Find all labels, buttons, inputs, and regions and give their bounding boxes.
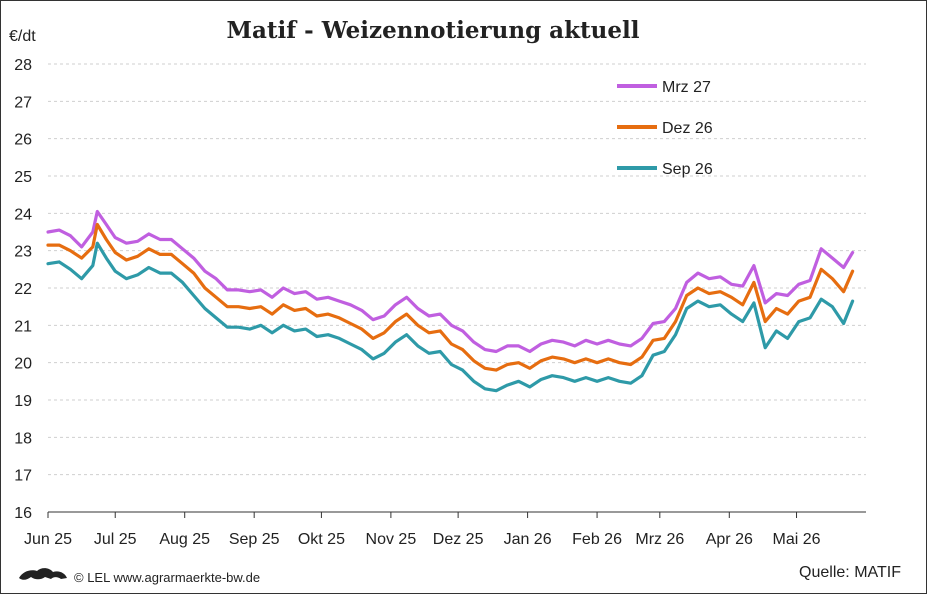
y-tick-label: 16 xyxy=(14,505,32,522)
y-tick-label: 19 xyxy=(14,393,32,410)
x-tick-label: Apr 26 xyxy=(706,531,753,548)
y-axis-ticks: 16 17 18 19 20 21 22 23 24 25 26 27 28 xyxy=(14,57,32,522)
y-unit-label: €/dt xyxy=(9,28,36,45)
y-tick-label: 21 xyxy=(14,318,32,335)
y-tick-label: 20 xyxy=(14,356,32,373)
source-label: Quelle: MATIF xyxy=(799,564,901,581)
y-tick-label: 26 xyxy=(14,132,32,149)
x-tick-label: Jan 26 xyxy=(504,531,552,548)
series-lines xyxy=(46,209,855,393)
x-tick-label: Nov 25 xyxy=(366,531,417,548)
series-line-1 xyxy=(46,222,855,372)
series-line-0 xyxy=(46,209,855,354)
series-line-2 xyxy=(46,241,855,393)
footer-credit: © LEL www.agrarmaerkte-bw.de xyxy=(74,570,260,585)
y-tick-label: 28 xyxy=(14,57,32,74)
logo-lion-icon xyxy=(19,568,67,580)
legend-label: Sep 26 xyxy=(662,161,713,178)
y-tick-label: 22 xyxy=(14,281,32,298)
x-tick-label: Jul 25 xyxy=(94,531,137,548)
x-tick-label: Mai 26 xyxy=(773,531,821,548)
legend: Mrz 27 Dez 26 Sep 26 xyxy=(617,79,713,178)
chart-title: Matif - Weizennotierung aktuell xyxy=(227,17,640,44)
y-tick-label: 24 xyxy=(14,206,32,223)
y-tick-label: 27 xyxy=(14,94,32,111)
y-tick-label: 23 xyxy=(14,244,32,261)
y-tick-label: 18 xyxy=(14,430,32,447)
x-tick-label: Aug 25 xyxy=(159,531,210,548)
grid-lines xyxy=(48,63,866,476)
legend-label: Dez 26 xyxy=(662,120,713,137)
legend-label: Mrz 27 xyxy=(662,79,711,96)
x-tick-label: Sep 25 xyxy=(229,531,280,548)
x-tick-label: Dez 25 xyxy=(433,531,484,548)
y-tick-label: 25 xyxy=(14,169,32,186)
x-tick-label: Feb 26 xyxy=(572,531,622,548)
x-tick-label: Mrz 26 xyxy=(635,531,684,548)
y-tick-label: 17 xyxy=(14,468,32,485)
x-tick-label: Jun 25 xyxy=(24,531,72,548)
x-tick-label: Okt 25 xyxy=(298,531,345,548)
x-axis-ticks: Jun 25 Jul 25 Aug 25 Sep 25 Okt 25 Nov 25 Dez … xyxy=(24,512,821,548)
